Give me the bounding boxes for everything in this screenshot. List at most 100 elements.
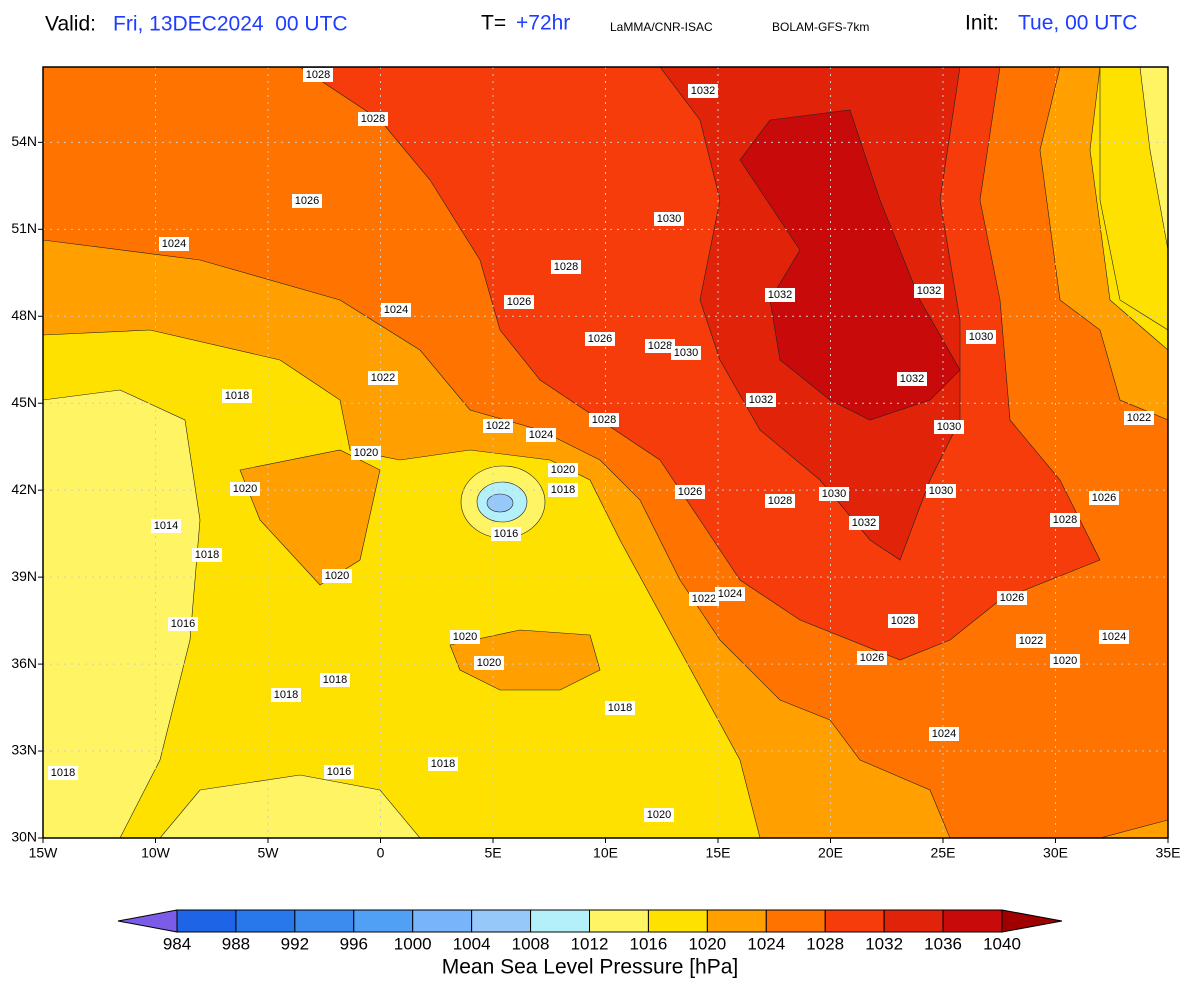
y-tick-label: 39N	[11, 568, 37, 584]
y-tick-label: 42N	[11, 481, 37, 497]
isobar-label: 1030	[929, 485, 953, 497]
isobar-label: 1032	[691, 85, 715, 97]
pressure-band	[739, 109, 961, 421]
colorbar-box	[530, 909, 590, 933]
isobar-label: 1020	[477, 657, 501, 669]
isobar-label: 1022	[486, 420, 510, 432]
isobar-label: 1028	[554, 261, 578, 273]
isobar-label: 1022	[371, 372, 395, 384]
y-tick-label: 45N	[11, 394, 37, 410]
valid-value: Fri, 13DEC2024 00 UTC	[113, 13, 348, 36]
isobar-label: 1028	[891, 615, 915, 627]
colorbar-label: 996	[340, 934, 368, 953]
isobar-label-bg	[151, 519, 181, 533]
isobar-label: 1028	[306, 69, 330, 81]
pressure-field	[43, 67, 1168, 838]
isobar-label: 1024	[162, 238, 186, 250]
isobar-label-bg	[934, 420, 964, 434]
init-label: Init:	[965, 12, 999, 35]
x-tick-label: 15W	[29, 845, 59, 861]
model: BOLAM-GFS-7km	[772, 20, 869, 34]
isobar-label-bg	[551, 260, 581, 274]
isobar-label: 1030	[937, 421, 961, 433]
colorbar-label: 984	[163, 934, 191, 953]
isobar-label-bg	[428, 757, 458, 771]
isobar-label-bg	[605, 701, 635, 715]
x-tick-label: 10E	[593, 845, 618, 861]
isobar-label: 1020	[647, 809, 671, 821]
isobar-label-bg	[504, 295, 534, 309]
isobar-label: 1026	[1000, 592, 1024, 604]
isobar-label: 1022	[692, 593, 716, 605]
isobar-label: 1026	[507, 296, 531, 308]
colorbar-label: 1024	[747, 934, 785, 953]
colorbar-label: 988	[222, 934, 250, 953]
colorbar: 984 988 992 996 1000 1004 1008 1012 1016 1020 1024…	[117, 909, 1063, 953]
colorbar-extend-low	[117, 909, 178, 933]
isobar-label-bg	[715, 587, 745, 601]
isobar-label-bg	[765, 494, 795, 508]
colorbar-label: 1004	[453, 934, 491, 953]
colorbar-title: Mean Sea Level Pressure [hPa]	[442, 956, 739, 979]
isobar-label: 1032	[768, 289, 792, 301]
y-tick-label: 30N	[11, 829, 37, 845]
pressure-band	[1139, 67, 1168, 251]
isobar-label-bg	[320, 673, 350, 687]
isobar-label-bg	[548, 483, 578, 497]
isobar-label: 1018	[551, 484, 575, 496]
isobar-label-bg	[222, 389, 252, 403]
colorbar-box	[294, 909, 355, 933]
x-tick-label: 5E	[484, 845, 501, 861]
x-tick-label: 5W	[258, 845, 280, 861]
isobar-label: 1018	[323, 674, 347, 686]
isobar-label-bg	[230, 482, 260, 496]
isobar-label: 1030	[674, 347, 698, 359]
isobar-label-bg	[548, 463, 578, 477]
isobar-label: 1032	[749, 394, 773, 406]
isobar-label-bg	[997, 591, 1027, 605]
colorbar-label: 1028	[806, 934, 844, 953]
colorbar-box	[647, 909, 708, 933]
x-tick-label: 20E	[818, 845, 843, 861]
isobar-label: 1028	[1053, 514, 1077, 526]
pressure-band	[159, 774, 421, 838]
isobar-label-bg	[381, 303, 411, 317]
isobar-label-bg	[645, 339, 675, 353]
colorbar-label: 1012	[571, 934, 609, 953]
isobar-label-bg	[929, 727, 959, 741]
isobar-label: 1032	[900, 373, 924, 385]
y-tick-label: 48N	[11, 307, 37, 323]
isobar-label: 1024	[1102, 631, 1126, 643]
isobar-label: 1018	[608, 702, 632, 714]
source: LaMMA/CNR-ISAC	[610, 20, 713, 34]
colorbar-box	[706, 909, 767, 933]
isobar-label-bg	[48, 766, 78, 780]
isobar-label: 1016	[171, 618, 195, 630]
isobar-label-bg	[1050, 513, 1080, 527]
isobar-label-bg	[966, 330, 996, 344]
isobar-label: 1022	[1127, 412, 1151, 424]
pressure-band	[43, 389, 201, 838]
isobar-labels: 1028 1032 1028 1026 1030 1024 1028 1032 1032 1026…	[48, 68, 1154, 822]
colorbar-label: 1040	[983, 934, 1021, 953]
isobar-label: 1024	[718, 588, 742, 600]
colorbar-label: 1032	[865, 934, 903, 953]
isobar-label-bg	[689, 592, 719, 606]
map-frame	[42, 66, 1169, 839]
isobar-label-bg	[1124, 411, 1154, 425]
isobar-label: 1020	[233, 483, 257, 495]
isobar-label: 1024	[529, 429, 553, 441]
isobar-label-bg	[671, 346, 701, 360]
isobar-label: 1018	[431, 758, 455, 770]
colorbar-box	[353, 909, 414, 933]
isobar-label-bg	[888, 614, 918, 628]
isobar-label-bg	[897, 372, 927, 386]
isobar-label: 1026	[588, 333, 612, 345]
x-tick-label: 15E	[706, 845, 731, 861]
isobar-label: 1020	[551, 464, 575, 476]
isobar-label: 1024	[384, 304, 408, 316]
colorbar-label: 1000	[394, 934, 432, 953]
valid-label: Valid:	[45, 13, 96, 36]
isobar-label-bg	[585, 332, 615, 346]
